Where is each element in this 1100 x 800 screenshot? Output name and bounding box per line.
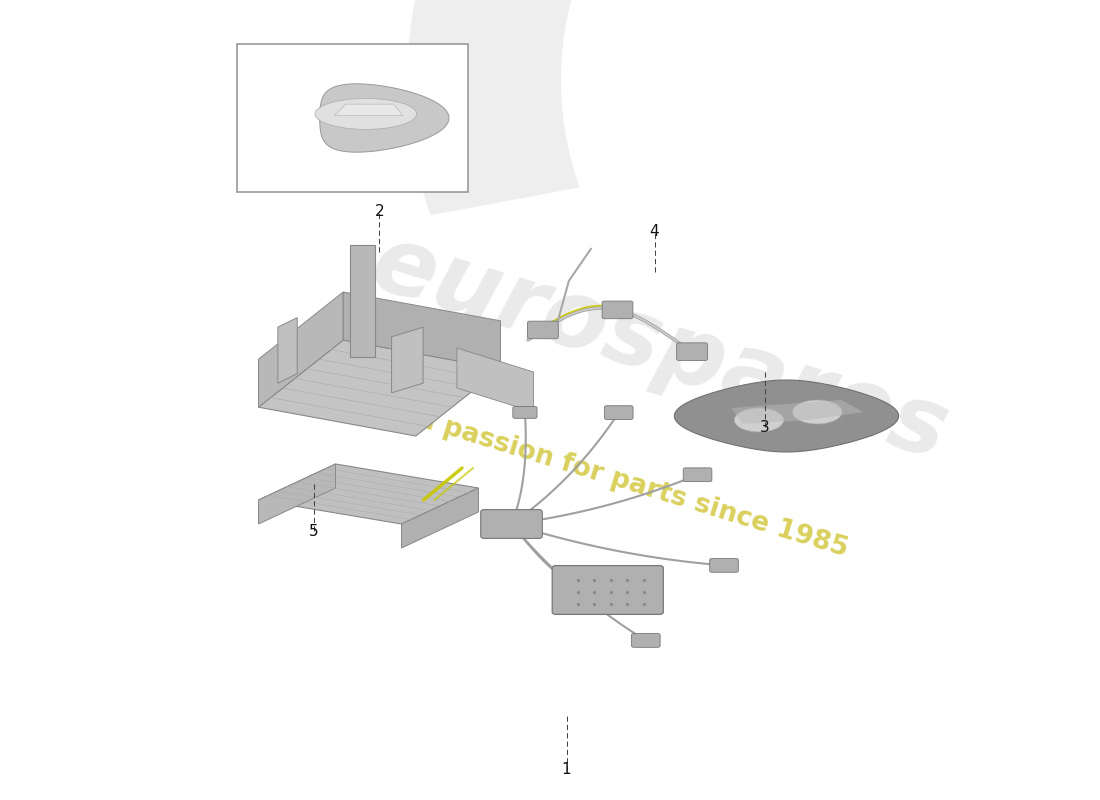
Text: 2: 2: [375, 205, 384, 219]
FancyBboxPatch shape: [528, 321, 559, 338]
Text: eurospares: eurospares: [361, 217, 959, 479]
Text: 1: 1: [562, 762, 571, 777]
Polygon shape: [320, 84, 449, 152]
Polygon shape: [392, 327, 424, 393]
FancyBboxPatch shape: [481, 510, 542, 538]
Polygon shape: [351, 246, 375, 358]
Text: 3: 3: [760, 421, 769, 435]
Bar: [236, 44, 468, 192]
Ellipse shape: [792, 400, 843, 424]
Ellipse shape: [315, 98, 417, 130]
FancyBboxPatch shape: [676, 343, 707, 361]
Polygon shape: [407, 0, 936, 215]
Polygon shape: [258, 464, 336, 524]
FancyBboxPatch shape: [631, 634, 660, 647]
Polygon shape: [258, 464, 478, 524]
FancyBboxPatch shape: [710, 558, 738, 572]
Polygon shape: [732, 400, 864, 424]
Polygon shape: [258, 340, 500, 436]
Polygon shape: [334, 104, 403, 115]
FancyBboxPatch shape: [605, 406, 634, 419]
Ellipse shape: [734, 408, 783, 432]
FancyBboxPatch shape: [602, 301, 632, 318]
FancyBboxPatch shape: [552, 566, 663, 614]
FancyBboxPatch shape: [683, 468, 712, 482]
Polygon shape: [402, 488, 478, 548]
Polygon shape: [258, 292, 343, 407]
Text: a passion for parts since 1985: a passion for parts since 1985: [414, 406, 851, 562]
Text: 5: 5: [309, 525, 318, 539]
Text: 4: 4: [650, 225, 659, 239]
Polygon shape: [278, 318, 297, 383]
FancyBboxPatch shape: [513, 406, 537, 418]
Polygon shape: [674, 380, 899, 452]
Polygon shape: [343, 292, 500, 369]
Polygon shape: [456, 348, 534, 412]
